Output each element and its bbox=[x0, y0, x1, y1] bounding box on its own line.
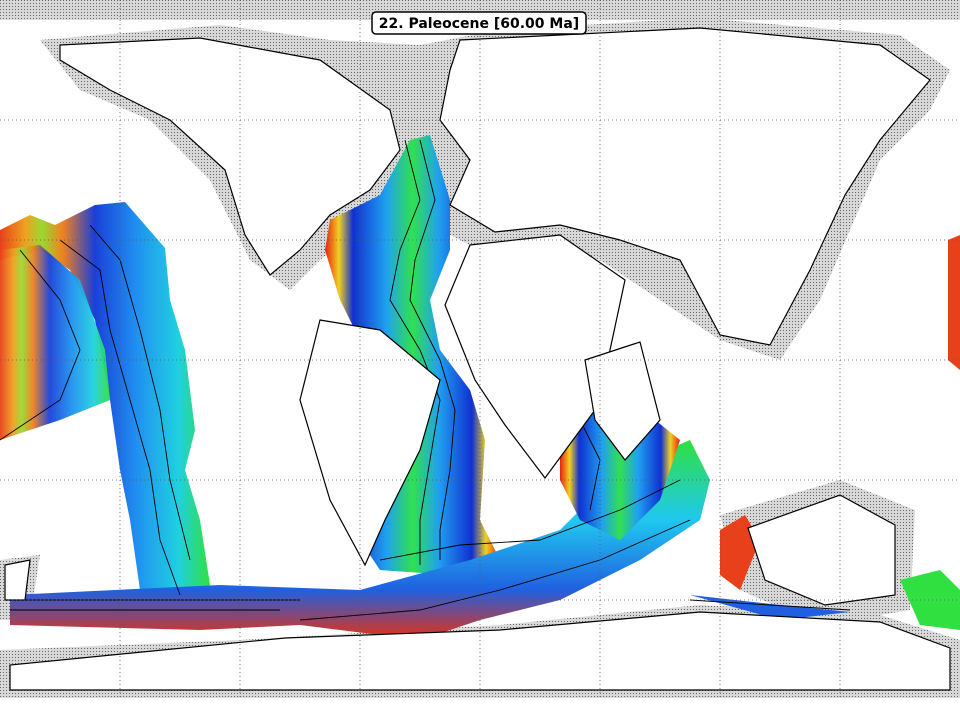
continents bbox=[4, 27, 951, 691]
map-title: 22. Paleocene [60.00 Ma] bbox=[379, 16, 579, 32]
title-box bbox=[371, 11, 587, 35]
isochrons bbox=[0, 139, 851, 621]
graticule bbox=[0, 0, 960, 700]
ocean-floor bbox=[0, 135, 960, 640]
